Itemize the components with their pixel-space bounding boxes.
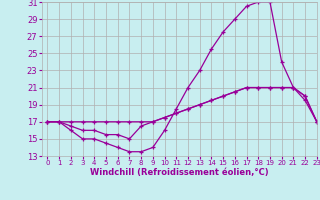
X-axis label: Windchill (Refroidissement éolien,°C): Windchill (Refroidissement éolien,°C) — [90, 168, 268, 177]
